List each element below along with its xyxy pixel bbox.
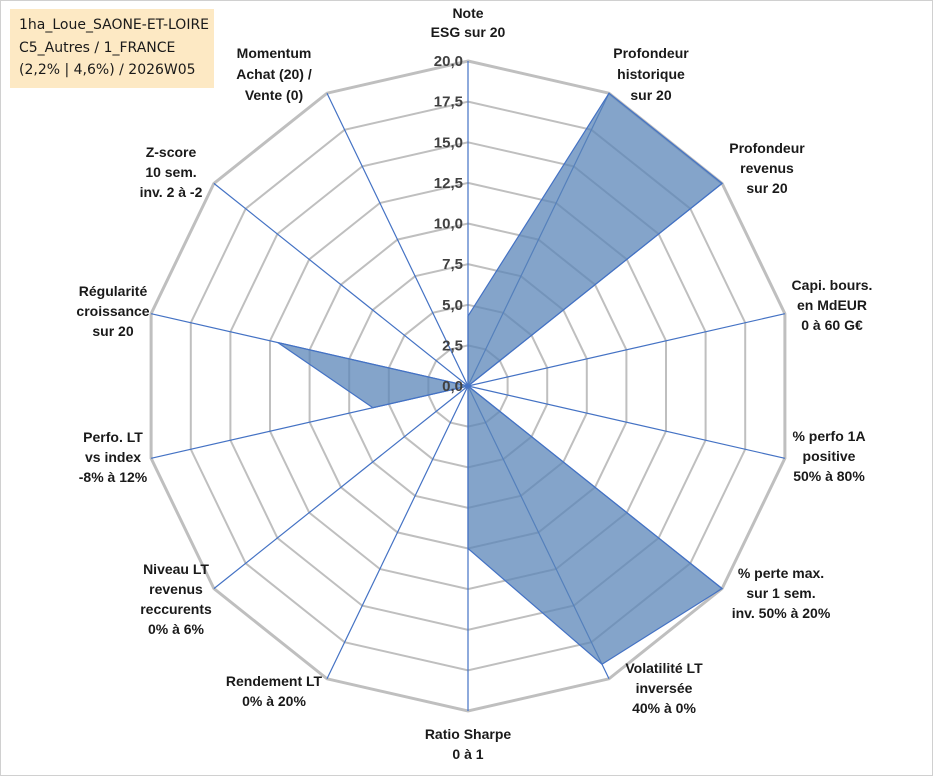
- axis-label: Note ESG sur 20: [431, 5, 506, 40]
- axis-labels: Note ESG sur 20 Profondeur historique sur 20…: [76, 5, 872, 762]
- radial-tick-labels: 0,0 2,5 5,0 7,5 10,0 12,5 15,0 17,5 20,0: [434, 53, 463, 395]
- axis-label: % perfo 1A positive 50% à 80%: [792, 428, 865, 484]
- axis-label: Régularité croissance sur 20: [76, 283, 149, 339]
- axis-label: Volatilité LT inversée 40% à 0%: [625, 660, 703, 716]
- axis-spoke: [213, 182, 469, 387]
- tick-label: 0,0: [442, 378, 463, 395]
- tick-label: 5,0: [442, 297, 463, 314]
- axis-spoke: [213, 385, 469, 590]
- axis-label: Rendement LT 0% à 20%: [226, 673, 323, 709]
- axis-label: Z-score 10 sem. inv. 2 à -2: [140, 144, 203, 200]
- axis-label: Perfo. LT vs index -8% à 12%: [79, 429, 148, 485]
- axis-spoke: [467, 313, 786, 387]
- tick-label: 20,0: [434, 53, 463, 70]
- info-line-1: 1ha_Loue_SAONE-ET-LOIRE: [19, 17, 210, 33]
- tick-label: 7,5: [442, 256, 463, 273]
- axis-label: Ratio Sharpe 0 à 1: [425, 726, 512, 762]
- tick-label: 10,0: [434, 216, 463, 233]
- tick-label: 2,5: [442, 337, 463, 354]
- axis-label: Capi. bours. en MdEUR 0 à 60 G€: [792, 277, 873, 333]
- info-line-2: C5_Autres / 1_FRANCE: [19, 39, 176, 56]
- axis-spoke: [467, 385, 786, 459]
- axis-spoke: [326, 92, 469, 387]
- axis-label: Momentum Achat (20) / Vente (0): [236, 45, 312, 103]
- axis-label: Niveau LT revenus reccurents 0% à 6%: [140, 561, 212, 637]
- radar-series: [277, 92, 724, 665]
- series-area: [277, 92, 724, 665]
- axis-spoke: [326, 385, 469, 680]
- axis-label: Profondeur revenus sur 20: [729, 140, 805, 196]
- tick-label: 15,0: [434, 134, 463, 151]
- info-line-3: (2,2% | 4,6%) / 2026W05: [19, 62, 196, 78]
- tick-label: 12,5: [434, 175, 463, 192]
- tick-label: 17,5: [434, 94, 463, 111]
- axis-label: Profondeur historique sur 20: [613, 45, 689, 103]
- axis-label: % perte max. sur 1 sem. inv. 50% à 20%: [732, 565, 831, 621]
- info-box: 1ha_Loue_SAONE-ET-LOIRE C5_Autres / 1_FR…: [10, 9, 214, 88]
